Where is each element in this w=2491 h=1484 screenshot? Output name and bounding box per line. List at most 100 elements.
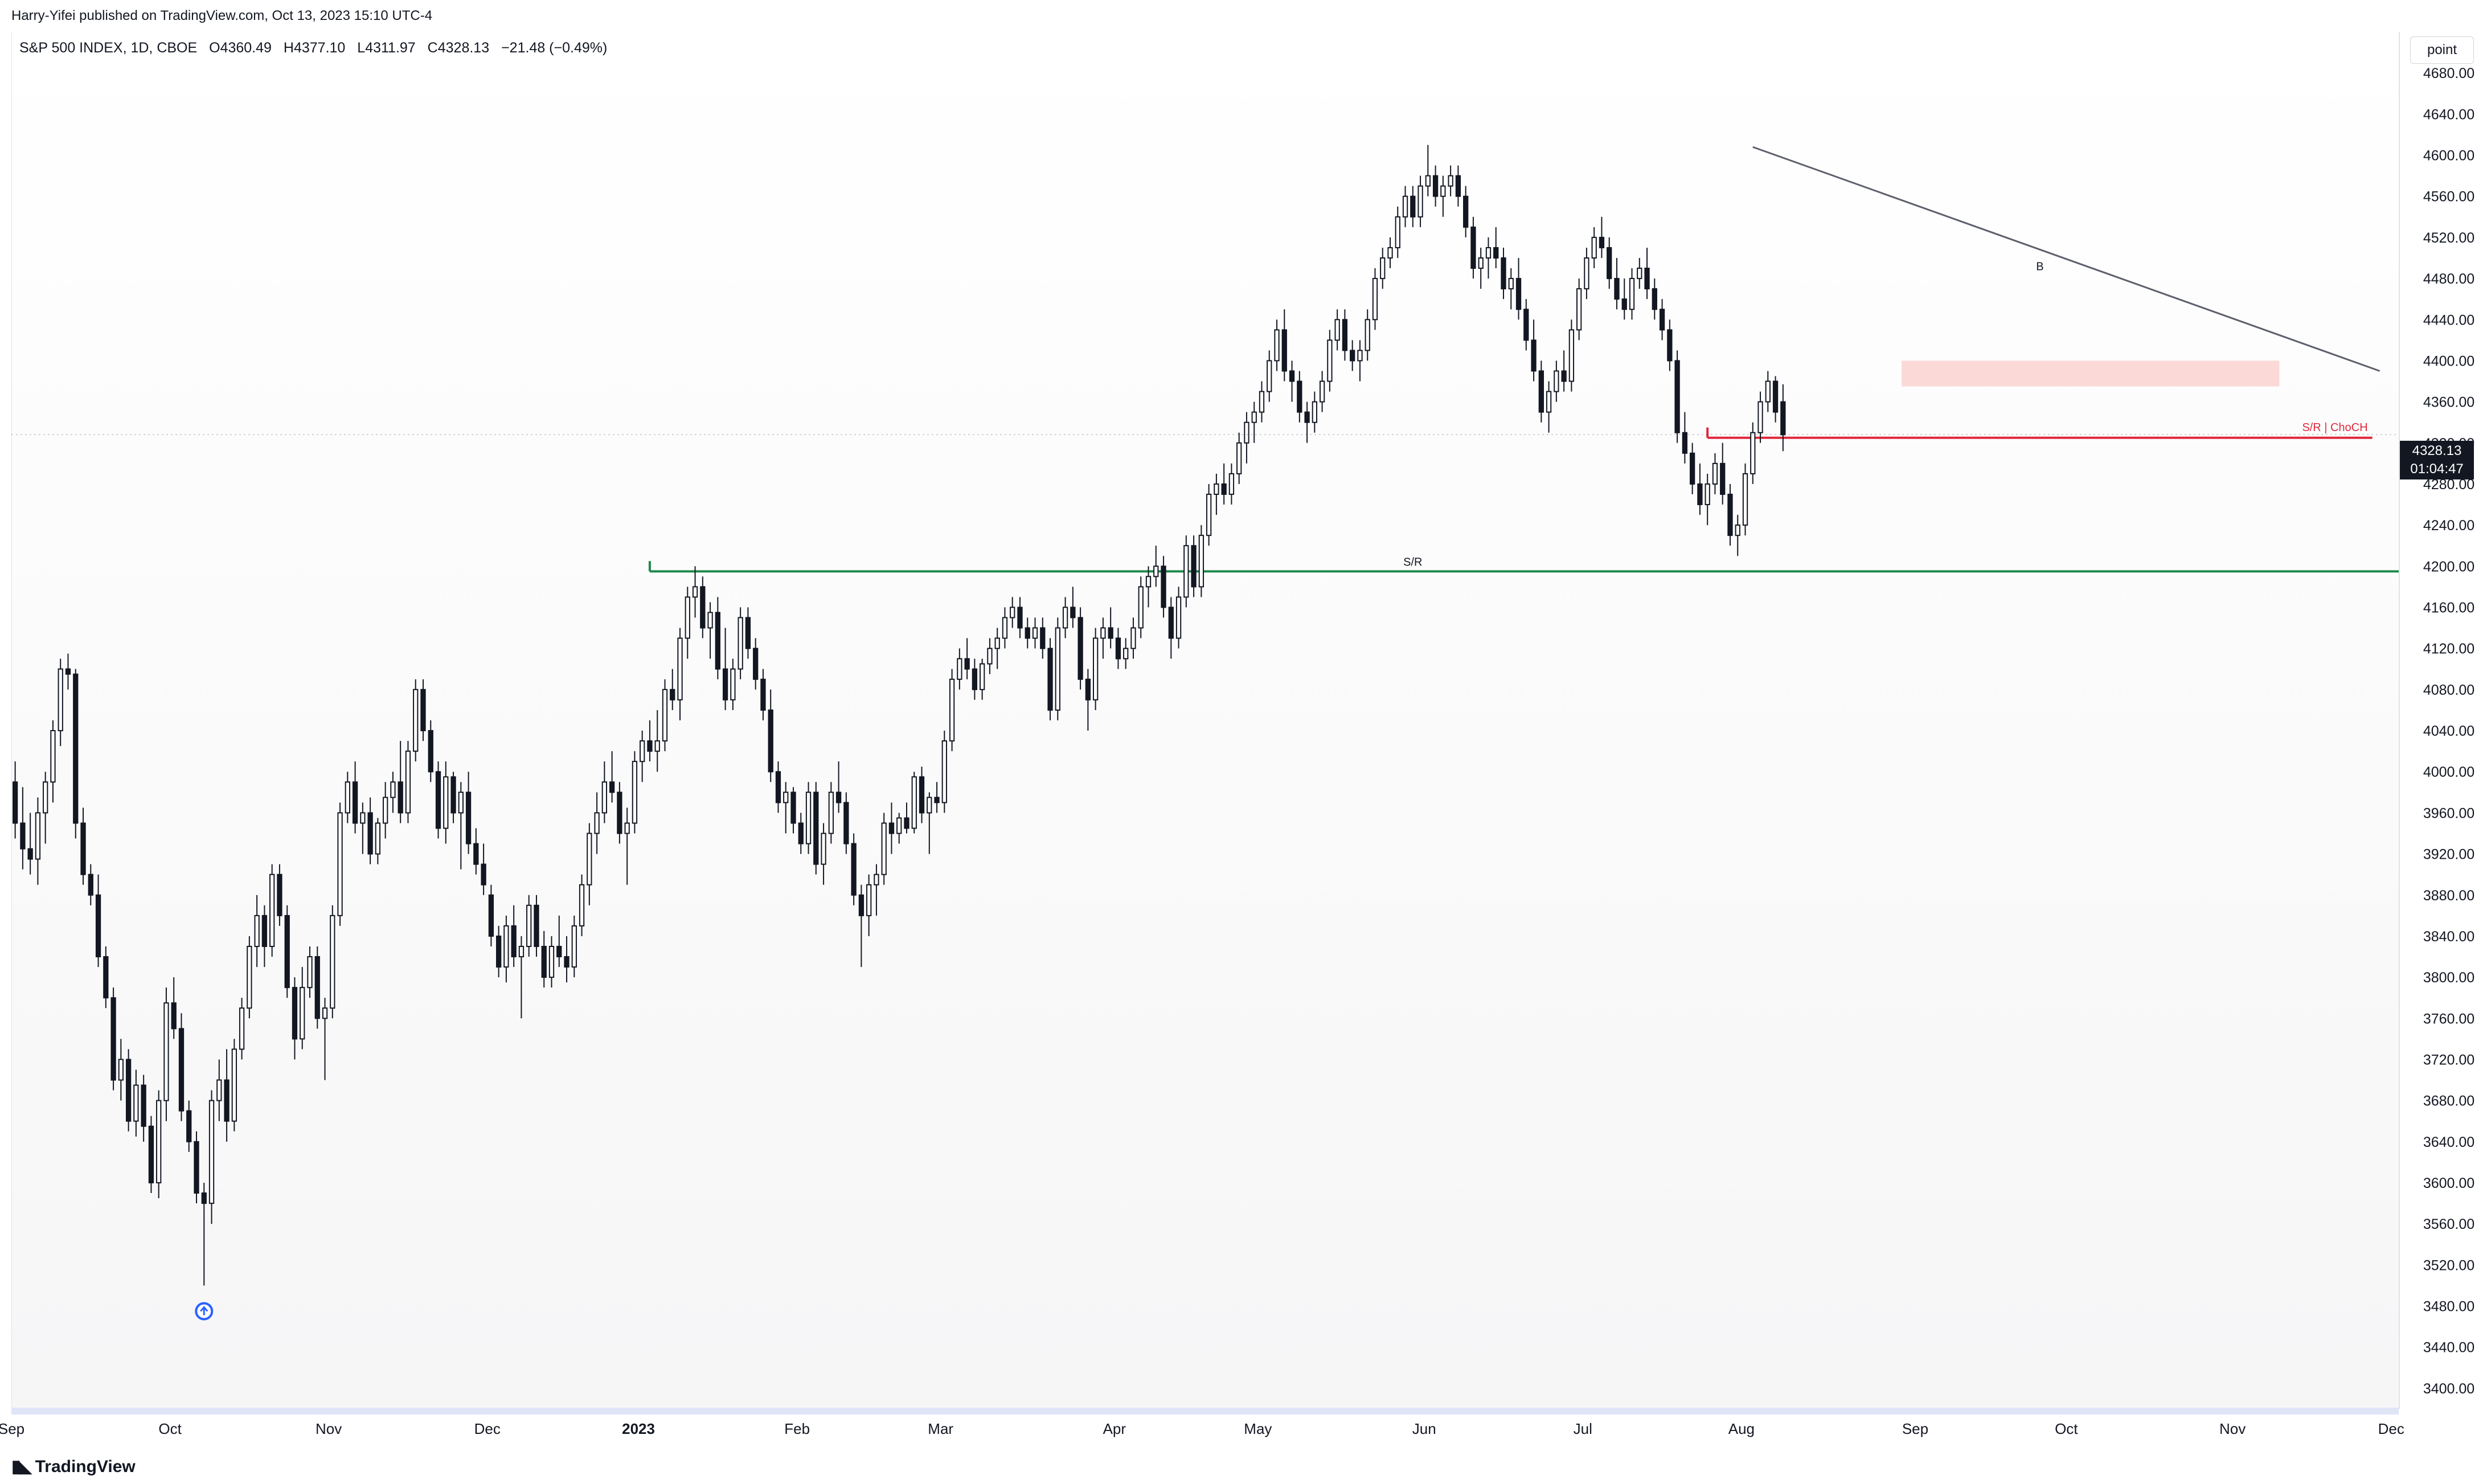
y-tick-label: 3760.00 bbox=[2423, 1011, 2474, 1027]
candle-body bbox=[1531, 339, 1537, 372]
time-axis[interactable] bbox=[0, 1415, 2491, 1449]
candle-body bbox=[640, 740, 645, 763]
candle-body bbox=[987, 647, 993, 665]
candle-body bbox=[1621, 298, 1627, 310]
candle-body bbox=[556, 945, 562, 958]
y-tick-label: 3520.00 bbox=[2423, 1257, 2474, 1273]
candle-body bbox=[390, 781, 396, 798]
price-unit-label[interactable]: point bbox=[2410, 36, 2474, 64]
candle-body bbox=[337, 812, 343, 916]
candle-body bbox=[534, 904, 539, 947]
candle-body bbox=[1092, 637, 1099, 700]
candle-body bbox=[1357, 350, 1363, 362]
trendline-label: B bbox=[2036, 261, 2043, 273]
candle-body bbox=[1637, 268, 1642, 280]
candle-body bbox=[1720, 462, 1726, 495]
candle-body bbox=[1062, 606, 1068, 629]
candle-body bbox=[745, 617, 751, 649]
y-tick-label: 4360.00 bbox=[2423, 395, 2474, 411]
candle-body bbox=[1501, 257, 1506, 290]
publisher-line: Harry-Yifei published on TradingView.com… bbox=[11, 8, 433, 23]
candle-body bbox=[1198, 535, 1204, 588]
candle-body bbox=[798, 822, 804, 845]
y-tick-label: 3560.00 bbox=[2423, 1216, 2474, 1232]
candle-body bbox=[1175, 596, 1182, 639]
time-scrollbar[interactable] bbox=[11, 1408, 2399, 1415]
footer-brand[interactable]: ▮◣ TradingView bbox=[11, 1457, 136, 1477]
tradingview-logo-icon: ▮◣ bbox=[11, 1457, 32, 1476]
candle-body bbox=[1365, 319, 1370, 351]
candle-body bbox=[564, 956, 570, 968]
candle-body bbox=[88, 874, 93, 896]
candle-body bbox=[1395, 216, 1400, 248]
candle-body bbox=[1244, 421, 1249, 444]
candle-body bbox=[1070, 606, 1076, 618]
resistance-zone bbox=[1902, 360, 2280, 387]
x-tick-label: Apr bbox=[1103, 1420, 1126, 1437]
candle-body bbox=[254, 915, 260, 947]
y-tick-label: 4600.00 bbox=[2423, 148, 2474, 164]
y-tick-label: 3960.00 bbox=[2423, 805, 2474, 821]
candle-body bbox=[360, 812, 366, 824]
candle-body bbox=[133, 1084, 139, 1122]
candle-body bbox=[50, 730, 56, 783]
candle-body bbox=[125, 1059, 132, 1122]
candle-body bbox=[473, 843, 479, 865]
symbol-high: H4377.10 bbox=[283, 40, 346, 56]
candle-body bbox=[1040, 627, 1046, 649]
y-tick-label: 3600.00 bbox=[2423, 1175, 2474, 1191]
y-tick-label: 3480.00 bbox=[2423, 1299, 2474, 1315]
candle-body bbox=[526, 904, 532, 947]
candle-body bbox=[1138, 586, 1144, 629]
candle-body bbox=[1652, 288, 1657, 310]
candle-body bbox=[1206, 494, 1212, 536]
candle-body bbox=[481, 863, 486, 886]
symbol-change: −21.48 (−0.49%) bbox=[501, 40, 608, 56]
candle-body bbox=[1183, 545, 1189, 598]
candle-body bbox=[12, 781, 18, 824]
y-tick-label: 3920.00 bbox=[2423, 847, 2474, 863]
plot-area[interactable] bbox=[11, 32, 2399, 1409]
last-price-label: 4328.13 01:04:47 bbox=[2400, 441, 2474, 479]
candle-body bbox=[601, 781, 608, 814]
x-tick-label: Dec bbox=[474, 1420, 501, 1437]
candle-body bbox=[851, 843, 857, 896]
price-axis[interactable] bbox=[2399, 32, 2491, 1409]
candle-body bbox=[587, 833, 592, 886]
candle-body bbox=[1644, 268, 1650, 290]
candle-body bbox=[1607, 247, 1612, 280]
candle-body bbox=[1402, 195, 1408, 218]
candle-body bbox=[949, 678, 955, 742]
x-tick-label: Feb bbox=[784, 1420, 810, 1437]
candle-body bbox=[413, 688, 419, 752]
candle-body bbox=[1010, 606, 1015, 618]
candle-body bbox=[1432, 175, 1439, 197]
candle-body bbox=[685, 596, 690, 639]
candle-body bbox=[768, 709, 773, 773]
candle-body bbox=[707, 612, 713, 629]
x-tick-label: Nov bbox=[316, 1420, 342, 1437]
y-tick-label: 3440.00 bbox=[2423, 1340, 2474, 1356]
candle-body bbox=[1493, 247, 1499, 259]
x-tick-label: May bbox=[1244, 1420, 1272, 1437]
x-tick-label: Dec bbox=[2378, 1420, 2404, 1437]
candle-body bbox=[194, 1141, 199, 1194]
candle-body bbox=[692, 586, 698, 598]
candle-body bbox=[1025, 627, 1030, 639]
symbol-close: C4328.13 bbox=[427, 40, 490, 56]
candle-body bbox=[1274, 329, 1280, 362]
candle-body bbox=[1772, 380, 1779, 413]
candle-body bbox=[1515, 278, 1522, 310]
candle-body bbox=[1228, 473, 1235, 495]
y-tick-label: 4680.00 bbox=[2423, 65, 2474, 81]
candle-body bbox=[1538, 370, 1544, 413]
choch-label: S/R | ChoCH bbox=[2302, 421, 2367, 434]
x-tick-label: Oct bbox=[2055, 1420, 2078, 1437]
candle-body bbox=[1342, 319, 1348, 351]
candle-body bbox=[609, 781, 615, 793]
candle-body bbox=[43, 781, 48, 814]
candle-body bbox=[247, 945, 252, 1009]
candle-body bbox=[148, 1125, 154, 1184]
candle-body bbox=[330, 915, 335, 1009]
